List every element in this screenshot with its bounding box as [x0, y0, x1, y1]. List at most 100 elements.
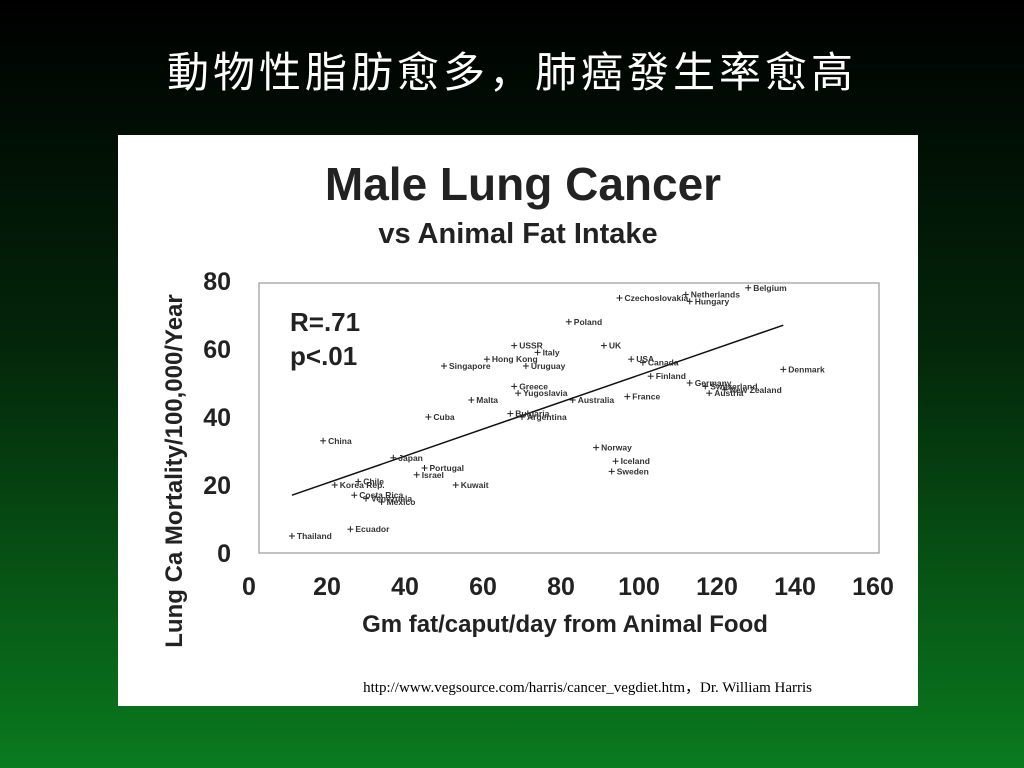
- point-label: Japan: [398, 453, 423, 463]
- data-point: Switzerland: [702, 381, 758, 391]
- data-point: Bulgaria: [507, 409, 550, 419]
- point-label: Mexico: [387, 497, 416, 507]
- point-label: Finland: [656, 371, 686, 381]
- point-label: Belgium: [753, 283, 787, 293]
- point-label: Italy: [543, 347, 560, 357]
- point-label: Switzerland: [710, 381, 757, 391]
- y-tick-label: 80: [203, 268, 231, 296]
- point-label: Argentina: [527, 412, 567, 422]
- point-label: Hong Kong: [492, 354, 538, 364]
- point-label: Chile: [363, 477, 384, 487]
- x-tick-label: 120: [696, 573, 738, 601]
- point-label: Poland: [574, 317, 602, 327]
- point-label: Israel: [422, 470, 444, 480]
- data-point: Hong Kong: [483, 354, 538, 364]
- data-point: Thailand: [288, 531, 332, 541]
- x-tick-label: 100: [618, 573, 660, 601]
- x-axis-label: Gm fat/caput/day from Animal Food: [362, 611, 768, 638]
- data-point: Italy: [534, 347, 560, 357]
- plot-frame: [258, 282, 880, 554]
- data-point: Iceland: [612, 456, 650, 466]
- data-point: Costa Rica: [351, 490, 404, 500]
- point-label: Iceland: [621, 456, 650, 466]
- point-label: Singapore: [449, 361, 491, 371]
- slide-title: 動物性脂肪愈多，肺癌發生率愈高: [166, 48, 857, 97]
- data-point: UK: [600, 341, 622, 351]
- data-point: Kuwait: [452, 480, 489, 490]
- data-point: Hungary: [686, 296, 730, 306]
- point-label: Uruguay: [531, 361, 566, 371]
- p-value-annotation: p<.01: [290, 341, 357, 371]
- point-label: Ecuador: [355, 524, 390, 534]
- point-label: Canada: [648, 358, 679, 368]
- y-tick-label: 60: [203, 336, 231, 364]
- data-point: Germany: [686, 378, 732, 388]
- data-point: USSR: [511, 341, 543, 351]
- correlation-annotation: R=.71: [290, 307, 360, 337]
- point-label: Australia: [578, 395, 615, 405]
- data-point: Mexico: [378, 497, 416, 507]
- point-label: Bulgaria: [515, 409, 549, 419]
- data-point: Austria: [706, 388, 744, 398]
- data-point: Belgium: [745, 283, 787, 293]
- x-tick-label: 60: [469, 573, 497, 601]
- point-label: Denmark: [788, 364, 825, 374]
- x-tick-label: 40: [391, 573, 419, 601]
- data-point: Yugoslavia: [515, 388, 568, 398]
- data-point: USA: [628, 354, 654, 364]
- data-points: Thailand Ecuador China Korea Rep.Chile Costa…: [288, 283, 825, 541]
- trend-line: [291, 324, 784, 496]
- point-label: France: [632, 392, 660, 402]
- y-tick-labels: 0 20 40 60 80: [203, 268, 231, 568]
- data-point: Argentina: [519, 412, 567, 422]
- x-tick-label: 80: [547, 573, 575, 601]
- data-point: Czechoslovakia: [616, 293, 689, 303]
- point-label: Austria: [714, 388, 744, 398]
- point-label: Greece: [519, 381, 548, 391]
- data-point: Uruguay: [522, 361, 566, 371]
- point-label: Thailand: [297, 531, 332, 541]
- data-point: Sweden: [608, 466, 649, 476]
- data-point: Norway: [593, 443, 632, 453]
- point-label: Germany: [695, 378, 732, 388]
- x-tick-label: 140: [774, 573, 816, 601]
- data-point: China: [320, 436, 352, 446]
- data-point: Portugal: [421, 463, 464, 473]
- data-point: Australia: [569, 395, 615, 405]
- point-label: Sweden: [617, 466, 649, 476]
- source-citation: http://www.vegsource.com/harris/cancer_v…: [363, 680, 812, 696]
- data-point: Chile: [355, 477, 384, 487]
- point-label: Hungary: [695, 296, 730, 306]
- y-axis-label: Lung Ca Mortality/100,000/Year: [161, 294, 188, 647]
- y-tick-label: 40: [203, 404, 231, 432]
- data-point: Cuba: [425, 412, 455, 422]
- point-label: Venezuela: [371, 494, 412, 504]
- data-point: Malta: [468, 395, 498, 405]
- point-label: Netherlands: [691, 290, 740, 300]
- point-label: USSR: [519, 341, 543, 351]
- x-tick-labels: 0 20 40 60 80 100 120 140 160: [242, 573, 894, 601]
- point-label: New Zealand: [730, 385, 782, 395]
- data-point: Poland: [565, 317, 602, 327]
- data-point: Canada: [639, 358, 679, 368]
- point-label: Costa Rica: [359, 490, 403, 500]
- data-point: New Zealand: [721, 385, 782, 395]
- data-point: Ecuador: [347, 524, 390, 534]
- point-label: Malta: [476, 395, 498, 405]
- y-tick-label: 0: [217, 540, 231, 568]
- data-point: Venezuela: [363, 494, 412, 504]
- x-tick-label: 160: [852, 573, 894, 601]
- point-label: Yugoslavia: [523, 388, 568, 398]
- chart-title: Male Lung Cancer: [325, 158, 721, 210]
- point-label: Cuba: [433, 412, 455, 422]
- data-point: Korea Rep.: [331, 480, 385, 490]
- chart-subtitle: vs Animal Fat Intake: [378, 218, 657, 250]
- point-label: Kuwait: [461, 480, 489, 490]
- data-point: Netherlands: [682, 290, 740, 300]
- point-label: UK: [609, 341, 622, 351]
- y-tick-label: 20: [203, 472, 231, 500]
- data-point: Finland: [647, 371, 686, 381]
- point-label: Czechoslovakia: [625, 293, 689, 303]
- point-label: Portugal: [430, 463, 464, 473]
- chart-panel: Male Lung Cancer vs Animal Fat Intake Lu…: [118, 135, 918, 706]
